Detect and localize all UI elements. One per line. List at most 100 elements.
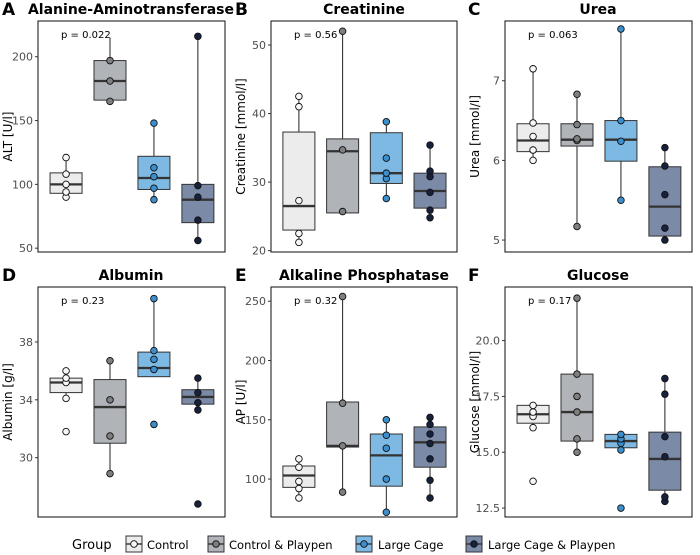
data-point <box>150 346 158 355</box>
legend-label: Large Cage <box>378 538 443 552</box>
data-point <box>573 294 581 302</box>
y-tick-label: 20 <box>252 245 266 258</box>
data-point <box>617 25 625 33</box>
panel-letter: B <box>235 0 248 20</box>
panel-letter: A <box>2 0 16 20</box>
box-group-1 <box>516 65 550 165</box>
p-value: p = 0.32 <box>294 296 337 307</box>
panel-title: Alanine-Aminotransferase <box>28 2 234 18</box>
data-point <box>150 294 158 303</box>
data-point <box>529 132 537 141</box>
y-tick-label: 38 <box>19 336 33 349</box>
data-point <box>426 213 434 222</box>
legend-item: Control & Playpen <box>207 535 333 553</box>
y-tick-label: 15.0 <box>476 446 501 459</box>
panel-title: Glucose <box>567 268 629 284</box>
data-point <box>194 181 202 190</box>
panel-title: Alkaline Phosphatase <box>279 268 449 284</box>
data-point <box>194 216 202 224</box>
box-group-3 <box>137 294 171 429</box>
data-point <box>617 196 625 204</box>
box-group-2 <box>93 37 127 106</box>
data-point <box>62 374 70 382</box>
data-point <box>295 477 303 486</box>
legend-label: Large Cage & Playpen <box>488 538 615 552</box>
data-point <box>62 427 70 436</box>
y-tick-label: 30 <box>252 176 266 189</box>
y-tick-label: 34 <box>19 394 33 407</box>
y-tick-label: 100 <box>12 178 33 191</box>
data-point <box>194 406 202 414</box>
data-point <box>295 455 303 463</box>
data-point <box>106 77 114 85</box>
data-point <box>194 32 202 41</box>
data-point <box>426 141 434 149</box>
box <box>326 401 360 448</box>
data-point <box>338 399 347 407</box>
data-point <box>382 508 391 517</box>
panel-title: Albumin <box>99 268 164 284</box>
data-point <box>661 390 669 398</box>
legend-item: Large Cage <box>355 535 443 553</box>
data-point <box>661 452 669 461</box>
data-point <box>573 90 581 99</box>
y-tick-label: 50 <box>252 39 266 52</box>
box <box>648 431 682 491</box>
data-point <box>382 416 391 424</box>
box-group-4 <box>181 374 215 508</box>
data-point <box>426 439 434 448</box>
data-point <box>617 504 625 512</box>
data-point <box>382 194 391 203</box>
box-group-3 <box>604 25 638 204</box>
data-point <box>661 432 669 441</box>
panel-letter: F <box>468 266 480 286</box>
box <box>560 373 594 442</box>
legend-label: Control & Playpen <box>229 538 333 552</box>
box-group-3 <box>137 119 171 204</box>
box-group-1 <box>49 367 83 436</box>
data-point <box>338 442 347 450</box>
data-point <box>382 169 391 177</box>
data-point <box>529 119 537 127</box>
data-point <box>106 56 114 65</box>
data-point <box>661 236 669 244</box>
panel-a: A Alanine-Aminotransferase 50 100 150 200 ALT … <box>1 0 234 255</box>
y-tick-label: 5 <box>493 234 500 247</box>
data-point <box>426 413 434 422</box>
data-point <box>295 463 303 471</box>
panel-c: C Urea 5 6 7 Urea [mmol/l] p = 0.063 <box>468 0 693 253</box>
data-point <box>150 172 158 181</box>
data-point <box>617 137 625 146</box>
box-group-2 <box>326 292 360 496</box>
data-point <box>426 167 434 175</box>
box-group-4 <box>181 32 215 245</box>
legend-key-point <box>130 540 138 548</box>
data-point <box>661 374 669 383</box>
legend-key-point <box>360 540 368 548</box>
data-point <box>150 119 158 127</box>
y-axis-label: Albumin [g/l] <box>1 363 15 441</box>
box <box>137 155 171 190</box>
box-group-2 <box>560 294 594 456</box>
data-point <box>661 493 669 501</box>
box-group-2 <box>93 357 127 478</box>
y-tick-label: 100 <box>245 473 266 486</box>
y-tick-label: 150 <box>245 414 266 427</box>
y-tick-label: 20.0 <box>476 335 501 348</box>
data-point <box>426 188 434 197</box>
y-axis-label: Glucose [mmol/l] <box>468 351 482 453</box>
y-axis-label: AP [U/l] <box>234 380 248 425</box>
data-point <box>573 135 581 143</box>
y-tick-label: 6 <box>493 154 500 167</box>
box-group-3 <box>369 416 403 517</box>
panel-d: D Albumin 30 34 38 Albumin [g/l] p = 0.23 <box>1 266 226 518</box>
data-point <box>194 398 202 407</box>
data-point <box>106 469 114 478</box>
y-tick-label: 150 <box>12 115 33 128</box>
data-point <box>382 431 391 439</box>
data-point <box>573 120 581 129</box>
legend: Group Control Control & Playpen Large Cage L… <box>72 535 615 553</box>
box-group-4 <box>648 143 682 244</box>
data-point <box>573 448 581 456</box>
